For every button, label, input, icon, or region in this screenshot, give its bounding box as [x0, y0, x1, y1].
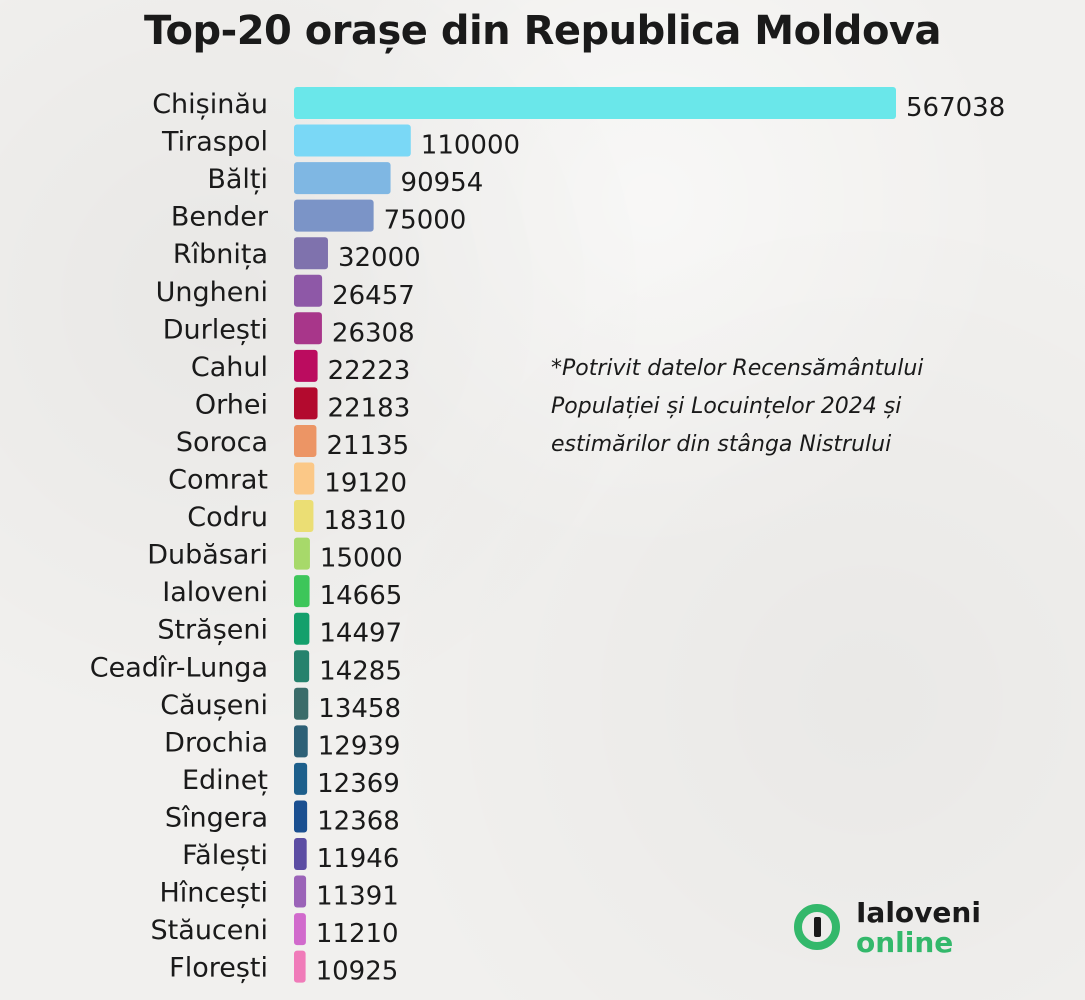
category-label: Durlești [163, 314, 268, 345]
value-label: 15000 [320, 544, 403, 574]
bar [294, 124, 411, 157]
value-label: 26457 [332, 281, 415, 311]
bar [294, 87, 896, 119]
value-label: 90954 [401, 168, 484, 198]
logo-text-online: online [856, 926, 954, 959]
bar [294, 950, 306, 983]
value-label: 11210 [316, 919, 399, 949]
bar [294, 199, 374, 232]
category-label: Drochia [164, 727, 268, 758]
bar [294, 424, 317, 457]
value-label: 10925 [316, 957, 399, 987]
value-label: 32000 [338, 243, 421, 273]
value-label: 26308 [332, 318, 415, 348]
source-note-line: estimărilor din stânga Nistrului [551, 432, 892, 457]
category-label: Ceadîr-Lunga [90, 652, 268, 683]
category-label: Ungheni [156, 277, 268, 308]
category-label: Edineț [182, 765, 268, 796]
category-label: Soroca [176, 427, 268, 458]
category-label: Comrat [168, 465, 268, 496]
value-label: 13458 [318, 694, 401, 724]
value-label: 18310 [323, 506, 406, 536]
source-note: *Potrivit datelor Recensământului Popula… [551, 350, 1071, 464]
value-label: 19120 [324, 469, 407, 499]
category-label: Stăuceni [151, 915, 268, 946]
bar [294, 387, 318, 420]
bar [294, 650, 310, 683]
bar [294, 612, 310, 645]
bar [294, 462, 315, 495]
category-label: Tiraspol [161, 127, 268, 158]
value-label: 567038 [906, 93, 1005, 123]
bar [294, 838, 307, 870]
category-label: Bălți [207, 164, 268, 195]
category-label: Căușeni [160, 690, 268, 721]
bar [294, 575, 310, 608]
value-label: 11391 [316, 882, 399, 912]
source-note-line: *Potrivit datelor Recensământului [551, 356, 924, 381]
value-label: 110000 [421, 131, 520, 161]
value-label: 12368 [317, 806, 400, 836]
category-label: Hîncești [159, 878, 268, 909]
value-label: 11946 [317, 844, 400, 874]
category-label: Strășeni [157, 615, 268, 646]
bar [294, 237, 328, 270]
category-label: Fălești [182, 840, 268, 871]
bar [294, 537, 310, 570]
bar [294, 875, 307, 908]
value-label: 22183 [328, 393, 411, 423]
value-label: 14665 [320, 581, 403, 611]
category-label: Cahul [191, 352, 268, 383]
bar [294, 162, 391, 195]
category-label: Sîngera [165, 802, 268, 833]
value-label: 14285 [319, 656, 402, 686]
value-label: 22223 [328, 356, 411, 386]
bar [294, 800, 308, 833]
value-label: 21135 [326, 431, 409, 461]
category-label: Rîbnița [173, 239, 268, 270]
bar [294, 725, 308, 758]
source-note-line: Populației și Locuințelor 2024 și [551, 394, 902, 419]
value-label: 12939 [318, 731, 401, 761]
category-label: Chișinău [152, 89, 268, 120]
bar [294, 500, 314, 533]
category-label: Dubăsari [147, 540, 268, 571]
value-label: 75000 [384, 206, 467, 236]
category-label: Florești [169, 953, 268, 984]
ialoveni-online-logo: Ialoveni online [790, 895, 1020, 970]
bar [294, 762, 308, 795]
bar [294, 913, 306, 946]
value-label: 14497 [319, 619, 402, 649]
chart-title: Top-20 orașe din Republica Moldova [144, 8, 941, 54]
bar [294, 274, 323, 307]
category-label: Ialoveni [162, 577, 268, 608]
category-label: Orhei [195, 389, 268, 420]
value-label: 12369 [317, 769, 400, 799]
power-button-icon-bar [814, 917, 821, 937]
bar [294, 312, 322, 345]
category-label: Codru [187, 502, 268, 533]
bar [294, 349, 318, 382]
power-button-icon [794, 904, 840, 950]
category-label: Bender [171, 202, 269, 233]
bar [294, 687, 309, 720]
logo-text-ialoveni: Ialoveni [856, 896, 981, 929]
